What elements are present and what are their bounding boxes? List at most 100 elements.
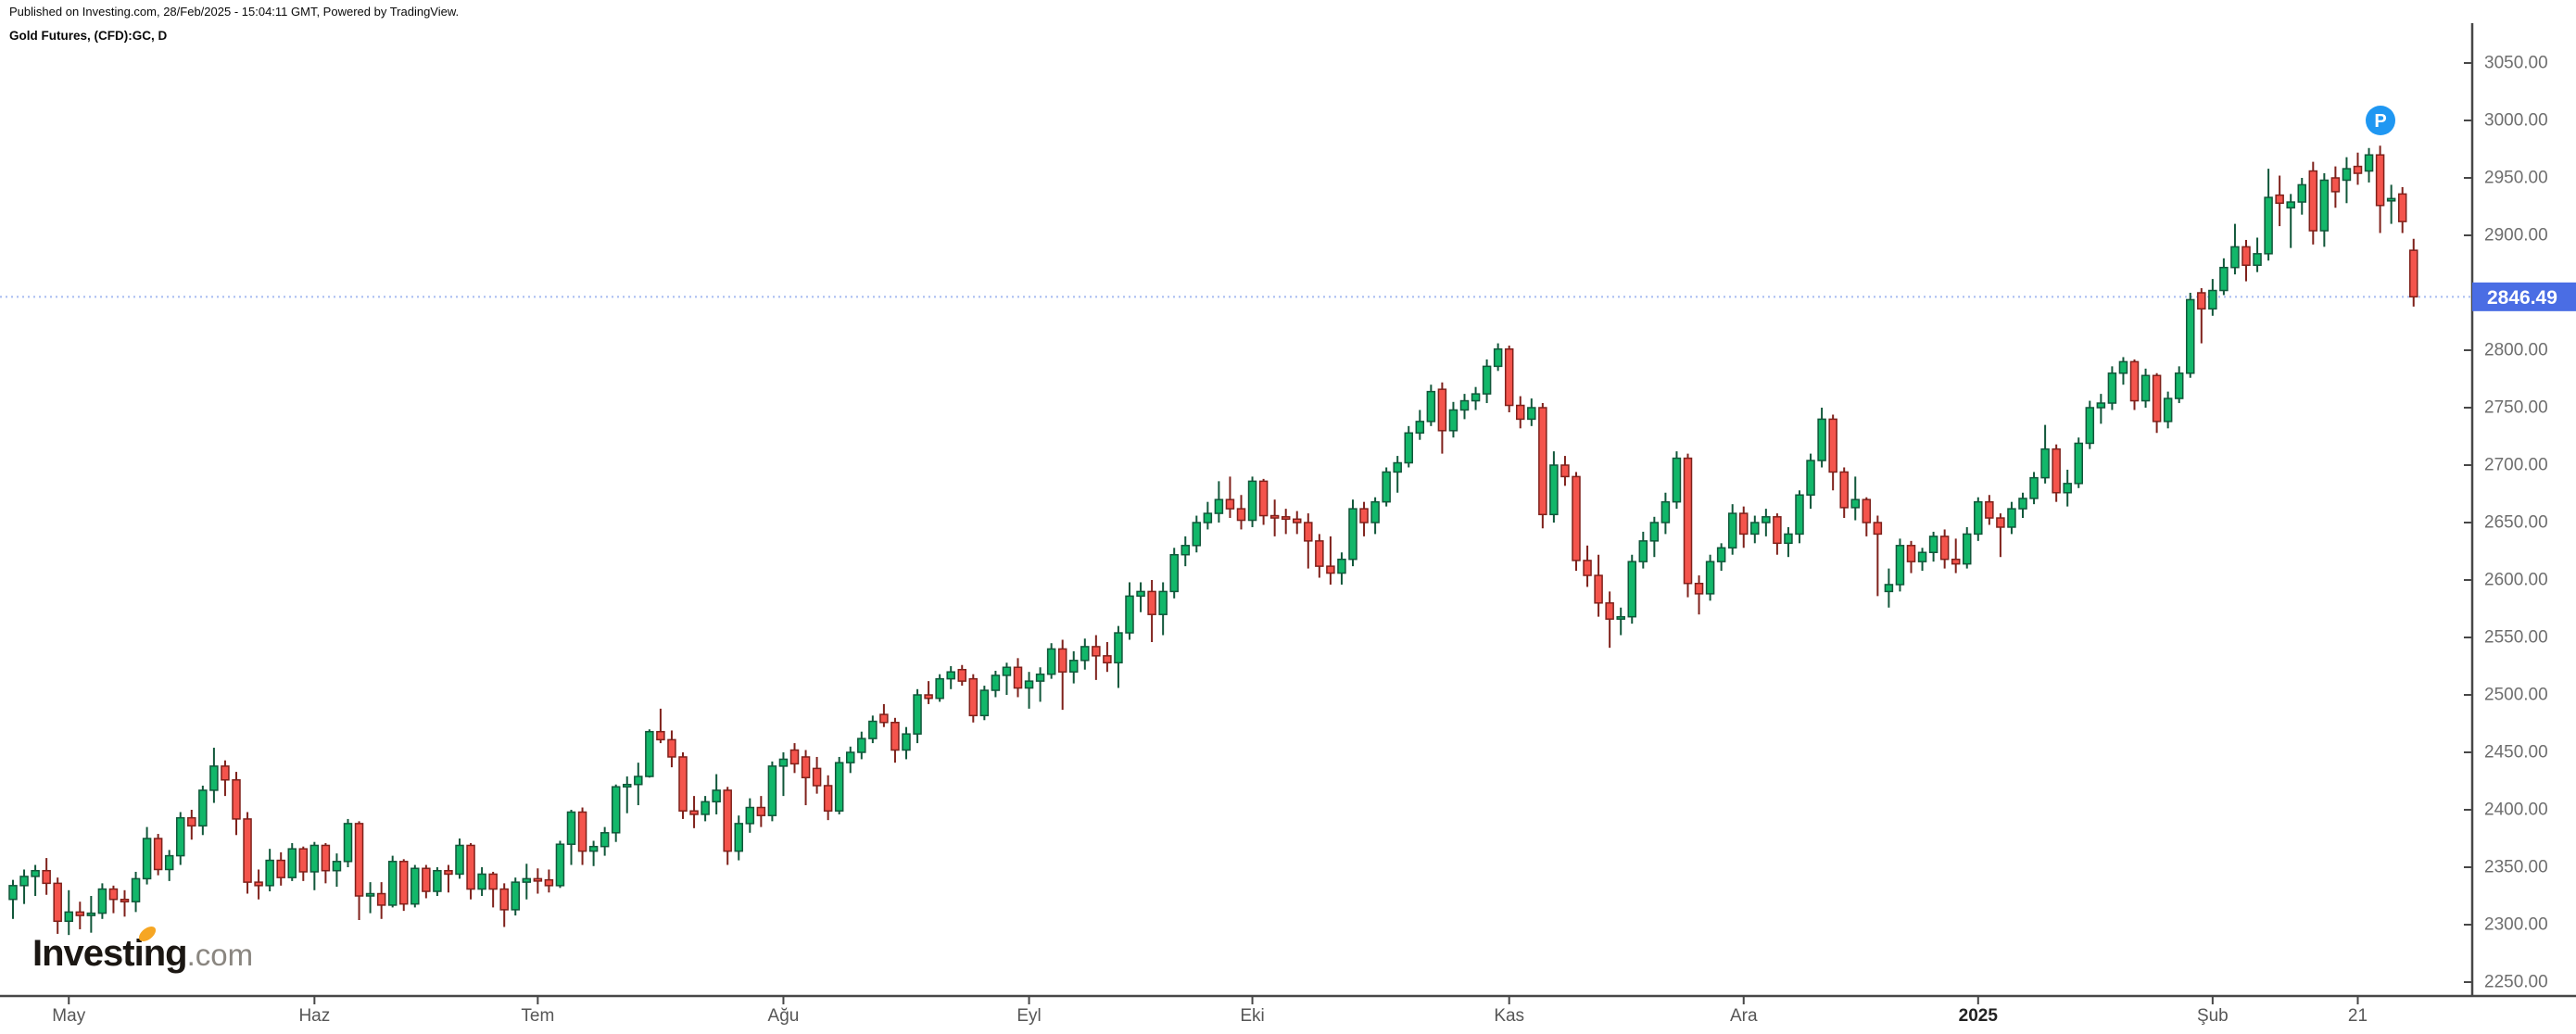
candle xyxy=(1382,467,1391,507)
candle xyxy=(1527,398,1536,426)
candle xyxy=(2397,186,2407,233)
candle-body xyxy=(979,689,990,717)
candle xyxy=(2264,169,2273,261)
candle xyxy=(31,864,40,896)
candle-body xyxy=(789,749,800,765)
candle xyxy=(1661,492,1671,535)
candle-body xyxy=(1939,536,1950,561)
candle xyxy=(477,867,486,896)
published-note-marker[interactable]: P xyxy=(2366,106,2395,135)
candle-body xyxy=(1750,522,1760,536)
candle xyxy=(209,748,219,803)
candle-body xyxy=(1985,500,1994,519)
candle xyxy=(2029,472,2039,505)
y-axis-label: 3050.00 xyxy=(2484,54,2548,73)
candle xyxy=(2253,237,2262,272)
candle xyxy=(354,821,364,921)
y-axis-label: 2750.00 xyxy=(2484,398,2548,418)
candle-body xyxy=(1393,461,1402,473)
candle xyxy=(2241,239,2251,282)
candle-body xyxy=(1884,584,1894,593)
candle xyxy=(2096,394,2106,424)
candle xyxy=(1103,641,1112,673)
candle xyxy=(2052,444,2061,502)
candle-body xyxy=(1348,508,1357,561)
y-axis-label: 2350.00 xyxy=(2484,858,2548,877)
candle-body xyxy=(1906,545,1916,562)
candle-body xyxy=(1850,498,1860,509)
candle-body xyxy=(2107,372,2117,404)
candle-body xyxy=(142,838,152,880)
candle-body xyxy=(522,877,532,883)
candle xyxy=(2018,492,2027,519)
candle-body xyxy=(2230,246,2240,269)
candle-body xyxy=(566,811,576,845)
candle xyxy=(1337,552,1346,585)
candle-body xyxy=(343,823,353,863)
time-scale[interactable]: May Haz Tem Ağu Eyl Eki Kas Ara 2025 Şub 21 xyxy=(0,994,2576,1026)
candle-body xyxy=(1963,533,1972,565)
candle-body xyxy=(387,861,398,906)
candle-body xyxy=(164,854,174,871)
candle-body xyxy=(31,869,40,877)
candle xyxy=(946,666,955,689)
candle xyxy=(53,877,62,934)
candle xyxy=(1705,554,1715,601)
candle-body xyxy=(2297,183,2306,203)
candle-body xyxy=(2074,442,2083,485)
candle-body xyxy=(968,677,979,717)
candle-body xyxy=(444,869,453,876)
candle xyxy=(265,849,274,892)
candle xyxy=(957,664,966,687)
candle xyxy=(1850,476,1860,521)
candle xyxy=(1125,582,1134,640)
candle-body xyxy=(265,859,274,887)
candle-body xyxy=(2152,374,2162,422)
y-axis-label: 2550.00 xyxy=(2484,628,2548,648)
candle xyxy=(1404,425,1413,468)
candle xyxy=(767,761,777,822)
candle-body xyxy=(1549,464,1559,516)
price-scale[interactable]: 3050.00 3000.00 2950.00 2900.00 2800.00 2750.… xyxy=(2464,23,2548,996)
candle xyxy=(1437,382,1447,454)
y-axis-label: 3000.00 xyxy=(2484,111,2548,131)
candle xyxy=(1326,536,1335,585)
x-axis-label: Tem xyxy=(521,1006,554,1026)
candle xyxy=(812,756,822,794)
candle xyxy=(2409,238,2418,307)
candle xyxy=(745,798,755,833)
candle-body xyxy=(1169,553,1179,593)
candle-body xyxy=(2063,483,2072,494)
candle xyxy=(1951,538,1961,574)
candle xyxy=(522,864,532,900)
candle-body xyxy=(1304,522,1313,542)
candle xyxy=(387,855,398,908)
candle xyxy=(1304,513,1313,569)
candle-body xyxy=(533,877,543,882)
candle-body xyxy=(623,783,632,788)
candle xyxy=(2308,161,2318,245)
candle-body xyxy=(298,848,309,873)
candle xyxy=(935,674,944,702)
candle xyxy=(1727,504,1737,555)
candle-body xyxy=(1181,545,1190,556)
candle-body xyxy=(1616,615,1625,620)
candle xyxy=(1739,506,1749,549)
candle xyxy=(1281,509,1291,535)
candle-body xyxy=(857,738,866,753)
chart-plot-area[interactable] xyxy=(8,145,2418,936)
candle xyxy=(1928,531,1938,562)
candle-body xyxy=(577,811,587,852)
candle xyxy=(1884,568,1894,608)
candle-body xyxy=(131,877,141,902)
candle-body xyxy=(2397,193,2407,222)
candle xyxy=(1538,403,1547,529)
candle xyxy=(8,879,18,919)
candle xyxy=(1560,456,1570,486)
candle-body xyxy=(1694,582,1704,595)
candle xyxy=(1996,513,2005,558)
candle xyxy=(1683,453,1693,598)
candle-body xyxy=(1337,558,1346,574)
y-axis-label: 2250.00 xyxy=(2484,973,2548,992)
candle xyxy=(1504,346,1514,412)
